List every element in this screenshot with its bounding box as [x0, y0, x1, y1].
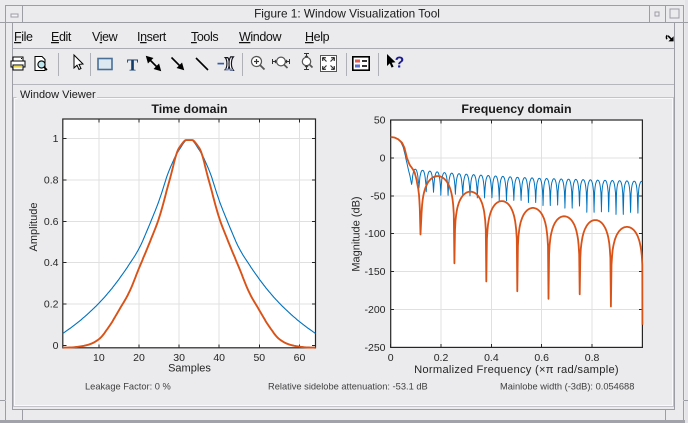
svg-text:Mainlobe width (-3dB): 0.05468: Mainlobe width (-3dB): 0.054688	[500, 382, 634, 392]
svg-text:Frequency domain: Frequency domain	[461, 102, 571, 116]
svg-text:Relative sidelobe attenuation:: Relative sidelobe attenuation: -53.1 dB	[268, 382, 428, 392]
svg-text:Leakage Factor: 0 %: Leakage Factor: 0 %	[85, 382, 171, 392]
svg-text:1: 1	[53, 133, 59, 145]
svg-text:0.4: 0.4	[44, 257, 59, 269]
svg-text:40: 40	[213, 352, 225, 364]
svg-text:0: 0	[380, 152, 386, 164]
svg-text:View: View	[92, 30, 119, 44]
svg-text:0: 0	[388, 352, 394, 364]
svg-text:-100: -100	[364, 228, 385, 240]
svg-text:50: 50	[374, 115, 386, 127]
svg-text:Time domain: Time domain	[151, 102, 227, 116]
svg-text:File: File	[14, 30, 33, 44]
svg-text:Amplitude: Amplitude	[28, 203, 40, 252]
svg-text:Normalized Frequency (×π rad/: Normalized Frequency (×π rad/sample)	[414, 364, 619, 376]
svg-text:-150: -150	[364, 266, 385, 278]
svg-text:0.6: 0.6	[534, 352, 549, 364]
svg-text:Samples: Samples	[168, 363, 211, 375]
svg-text:20: 20	[133, 352, 145, 364]
svg-text:0: 0	[53, 340, 59, 352]
svg-text:Help: Help	[305, 30, 330, 44]
svg-text:Window: Window	[239, 30, 282, 44]
svg-text:?: ?	[395, 55, 404, 72]
svg-text:10: 10	[93, 352, 105, 364]
svg-text:0.4: 0.4	[484, 352, 499, 364]
svg-text:0.8: 0.8	[44, 174, 59, 186]
svg-text:0.2: 0.2	[434, 352, 449, 364]
svg-text:Insert: Insert	[137, 30, 167, 44]
svg-text:-200: -200	[364, 304, 385, 316]
svg-text:Figure 1: Window Visualization: Figure 1: Window Visualization Tool	[254, 7, 440, 21]
svg-text:Window Viewer: Window Viewer	[20, 89, 96, 101]
svg-text:Edit: Edit	[51, 30, 72, 44]
svg-text:T: T	[127, 56, 139, 75]
svg-text:-250: -250	[364, 342, 385, 354]
svg-text:0.6: 0.6	[44, 216, 59, 228]
svg-text:60: 60	[294, 352, 306, 364]
svg-text:-50: -50	[370, 190, 385, 202]
svg-text:50: 50	[253, 352, 265, 364]
svg-text:Magnitude (dB): Magnitude (dB)	[351, 196, 363, 271]
svg-text:Tools: Tools	[191, 30, 218, 44]
svg-text:0.2: 0.2	[44, 299, 59, 311]
svg-text:0.8: 0.8	[585, 352, 600, 364]
svg-text:30: 30	[173, 352, 185, 364]
